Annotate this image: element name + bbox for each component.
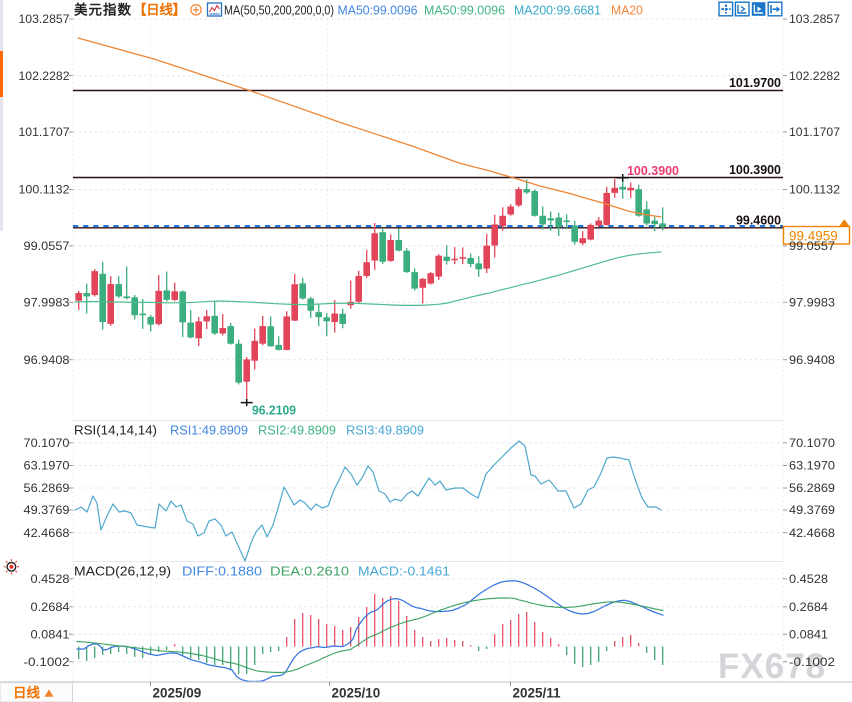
svg-text:103.2857: 103.2857 xyxy=(789,12,840,26)
svg-text:49.3769: 49.3769 xyxy=(789,503,835,517)
svg-text:42.4668: 42.4668 xyxy=(789,526,835,540)
svg-text:MA20: MA20 xyxy=(611,4,643,18)
svg-text:2025/09: 2025/09 xyxy=(153,686,202,701)
svg-text:56.2869: 56.2869 xyxy=(789,481,835,495)
svg-text:MACD(26,12,9): MACD(26,12,9) xyxy=(74,565,171,579)
svg-text:96.2109: 96.2109 xyxy=(252,404,296,418)
svg-text:70.1070: 70.1070 xyxy=(789,436,835,450)
svg-text:97.9983: 97.9983 xyxy=(789,296,835,310)
svg-text:MACD:-0.1461: MACD:-0.1461 xyxy=(358,565,450,579)
svg-text:RSI3:49.8909: RSI3:49.8909 xyxy=(346,424,424,438)
svg-text:RSI1:49.8909: RSI1:49.8909 xyxy=(170,424,248,438)
svg-text:97.9983: 97.9983 xyxy=(24,296,70,310)
svg-text:96.9408: 96.9408 xyxy=(789,353,835,367)
svg-text:0.2684: 0.2684 xyxy=(31,600,70,614)
svg-text:99.4959: 99.4959 xyxy=(789,229,838,244)
svg-text:100.3900: 100.3900 xyxy=(729,162,781,177)
svg-text:102.2282: 102.2282 xyxy=(19,69,70,83)
svg-text:70.1070: 70.1070 xyxy=(24,436,70,450)
svg-text:2025/11: 2025/11 xyxy=(513,686,562,701)
svg-text:100.1132: 100.1132 xyxy=(789,183,840,197)
svg-text:日线: 日线 xyxy=(13,685,40,701)
svg-text:0.4528: 0.4528 xyxy=(31,572,70,586)
svg-text:56.2869: 56.2869 xyxy=(24,481,70,495)
svg-text:0.0841: 0.0841 xyxy=(31,627,70,641)
svg-text:101.9700: 101.9700 xyxy=(729,75,781,90)
svg-text:美元指数: 美元指数 xyxy=(74,2,132,18)
svg-text:100.1132: 100.1132 xyxy=(19,183,70,197)
svg-text:103.2857: 103.2857 xyxy=(19,12,70,26)
svg-text:2025/10: 2025/10 xyxy=(332,686,381,701)
svg-text:DIFF:0.1880: DIFF:0.1880 xyxy=(182,565,262,579)
svg-text:RSI(14,14,14): RSI(14,14,14) xyxy=(74,424,157,438)
svg-text:MA50:99.0096: MA50:99.0096 xyxy=(424,4,505,18)
svg-text:-0.1002: -0.1002 xyxy=(789,655,835,669)
svg-text:0.2684: 0.2684 xyxy=(789,600,828,614)
svg-text:99.0557: 99.0557 xyxy=(24,239,70,253)
svg-text:FX678: FX678 xyxy=(718,647,826,686)
svg-text:100.3900: 100.3900 xyxy=(627,163,679,178)
svg-text:102.2282: 102.2282 xyxy=(789,69,840,83)
svg-text:【日线】: 【日线】 xyxy=(133,2,186,18)
svg-text:-0.1002: -0.1002 xyxy=(24,655,70,669)
svg-text:MA(50,50,200,200,0,0): MA(50,50,200,200,0,0) xyxy=(224,4,334,18)
svg-text:MA200:99.6681: MA200:99.6681 xyxy=(514,4,601,18)
svg-text:49.3769: 49.3769 xyxy=(24,503,70,517)
svg-text:101.1707: 101.1707 xyxy=(789,125,840,139)
svg-text:MA50:99.0096: MA50:99.0096 xyxy=(338,4,418,18)
svg-text:RSI2:49.8909: RSI2:49.8909 xyxy=(258,424,336,438)
svg-text:99.4600: 99.4600 xyxy=(736,212,781,227)
svg-text:DEA:0.2610: DEA:0.2610 xyxy=(270,565,349,579)
svg-text:0.0841: 0.0841 xyxy=(789,627,828,641)
svg-text:0.4528: 0.4528 xyxy=(789,572,828,586)
svg-text:99.0557: 99.0557 xyxy=(789,239,835,253)
svg-text:63.1970: 63.1970 xyxy=(789,459,835,473)
svg-text:63.1970: 63.1970 xyxy=(24,459,70,473)
svg-text:96.9408: 96.9408 xyxy=(24,353,70,367)
svg-text:101.1707: 101.1707 xyxy=(19,125,70,139)
svg-text:42.4668: 42.4668 xyxy=(24,526,70,540)
